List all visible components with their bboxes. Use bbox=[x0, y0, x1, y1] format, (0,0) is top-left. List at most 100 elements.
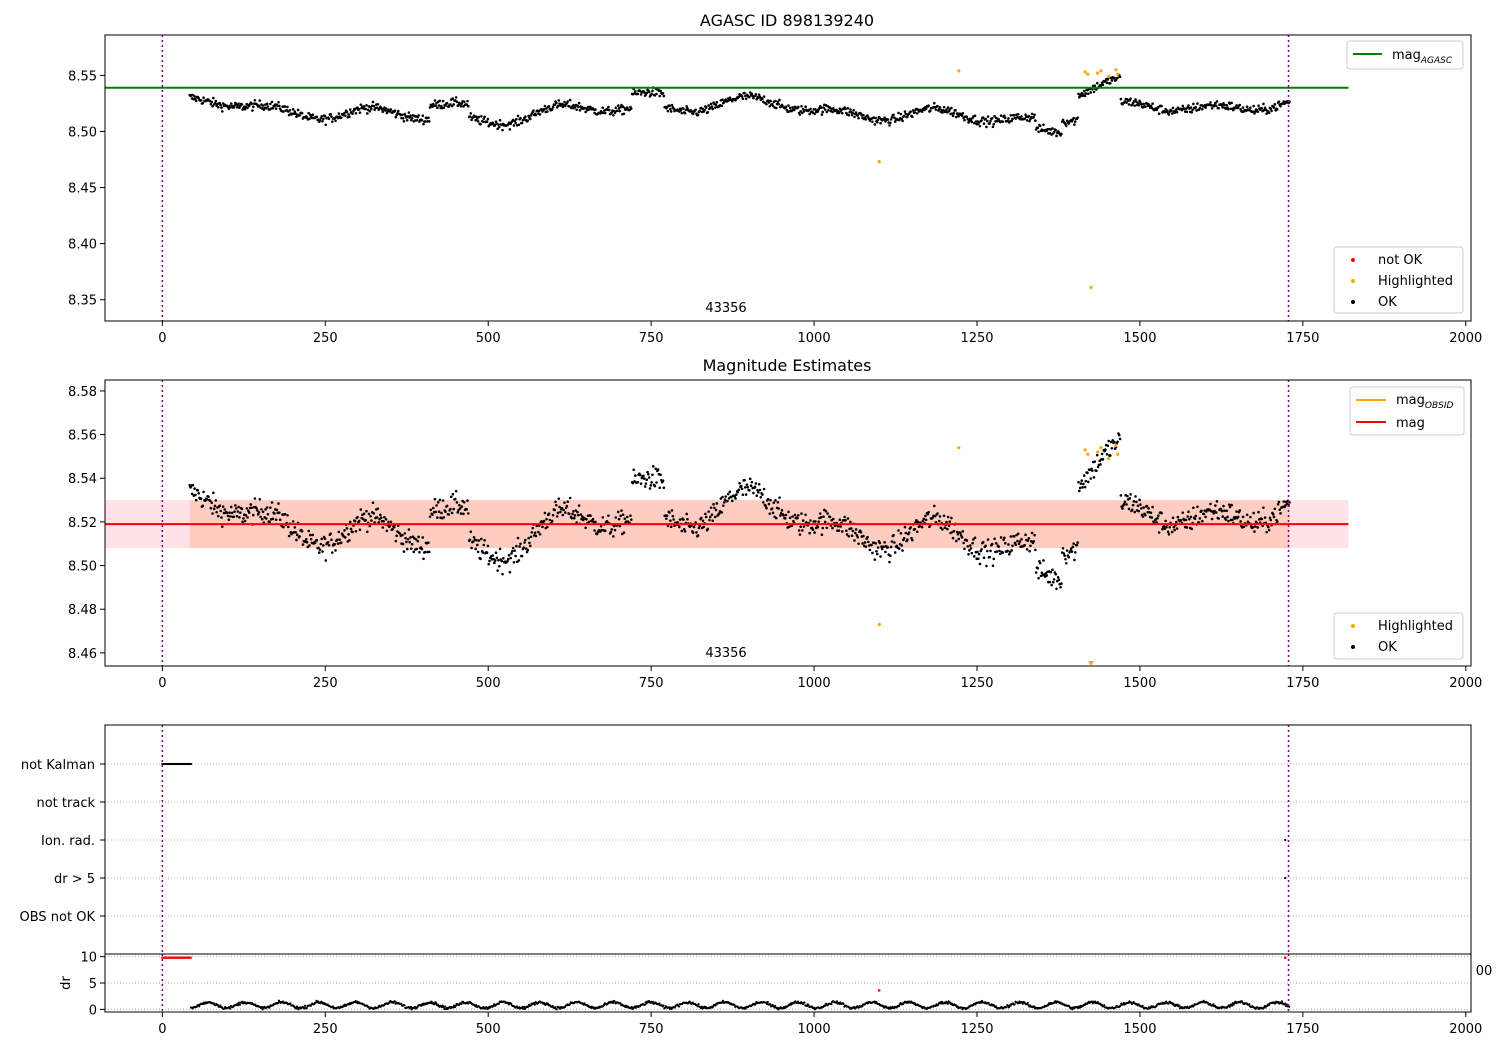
ok-point bbox=[1038, 124, 1042, 128]
dr-ok-point bbox=[946, 1002, 949, 1005]
ok-point bbox=[354, 529, 358, 533]
dr-ok-point bbox=[673, 1006, 677, 1009]
ok-point bbox=[981, 116, 985, 119]
dr-ok-point bbox=[237, 1004, 240, 1007]
ok-point bbox=[1011, 117, 1014, 121]
ok-point bbox=[778, 98, 781, 102]
ok-point bbox=[440, 511, 443, 515]
ok-point bbox=[353, 519, 357, 523]
ok-point bbox=[972, 538, 975, 541]
ok-point bbox=[568, 98, 572, 102]
ok-point bbox=[1055, 134, 1058, 138]
ok-point bbox=[389, 520, 393, 524]
ok-point bbox=[1236, 515, 1240, 519]
ok-point bbox=[793, 513, 797, 517]
ok-point bbox=[1029, 544, 1032, 548]
ok-point bbox=[320, 114, 323, 118]
ok-point bbox=[501, 128, 504, 132]
ok-point bbox=[414, 538, 418, 541]
ok-point bbox=[566, 100, 570, 103]
dr-ok-point bbox=[619, 1002, 622, 1005]
dr-ok-point bbox=[697, 1003, 700, 1006]
ok-point bbox=[724, 495, 728, 498]
ok-point bbox=[723, 498, 727, 501]
ok-point bbox=[744, 493, 748, 496]
ok-point bbox=[1080, 479, 1084, 482]
ok-point bbox=[322, 544, 325, 547]
ok-point bbox=[875, 120, 879, 124]
ok-point bbox=[212, 96, 215, 100]
ok-point bbox=[767, 101, 771, 104]
ok-point bbox=[947, 524, 951, 528]
ok-point bbox=[1165, 109, 1169, 112]
ok-point bbox=[577, 105, 580, 109]
ok-point bbox=[1020, 537, 1023, 541]
ok-point bbox=[612, 535, 615, 538]
ok-point bbox=[447, 513, 451, 516]
ok-point bbox=[523, 541, 526, 544]
ok-point bbox=[442, 106, 446, 110]
ok-point bbox=[270, 501, 274, 504]
ok-point bbox=[219, 509, 222, 513]
magnitude-line-legend: magOBSID mag bbox=[1349, 386, 1465, 436]
ok-point bbox=[362, 105, 366, 108]
ok-point bbox=[301, 543, 305, 546]
ok-point bbox=[1113, 76, 1116, 80]
ok-point bbox=[994, 542, 998, 545]
ok-point bbox=[1225, 103, 1229, 107]
ok-point bbox=[319, 542, 323, 546]
ok-point bbox=[275, 508, 279, 512]
ok-point bbox=[375, 516, 379, 519]
ok-point bbox=[257, 511, 261, 514]
ok-point bbox=[293, 526, 297, 529]
ok-point bbox=[668, 511, 671, 514]
ok-point bbox=[765, 102, 768, 106]
ok-point bbox=[670, 103, 674, 107]
magnitude-points bbox=[188, 432, 1291, 666]
ok-point bbox=[911, 115, 914, 119]
ok-point bbox=[1196, 102, 1199, 105]
ok-point bbox=[787, 510, 790, 514]
ok-point bbox=[211, 104, 214, 108]
ok-point bbox=[713, 106, 717, 109]
ok-point bbox=[251, 109, 254, 112]
ok-point bbox=[330, 538, 333, 542]
ok-point bbox=[1076, 116, 1079, 120]
ok-point bbox=[995, 550, 999, 553]
ok-point bbox=[613, 528, 617, 532]
ok-point bbox=[1007, 552, 1011, 556]
ok-point bbox=[662, 94, 666, 98]
ok-point bbox=[357, 519, 361, 523]
ok-point bbox=[512, 124, 516, 127]
ok-point bbox=[1276, 503, 1280, 506]
dr-ok-point bbox=[289, 1002, 292, 1005]
ok-point bbox=[1116, 76, 1119, 80]
ok-point bbox=[936, 104, 939, 108]
ok-point bbox=[509, 556, 512, 560]
ok-point bbox=[336, 116, 340, 120]
ok-point bbox=[385, 111, 389, 115]
ok-point bbox=[837, 529, 841, 532]
ok-point bbox=[750, 480, 754, 484]
ok-point bbox=[1136, 101, 1140, 105]
ok-point bbox=[936, 512, 939, 515]
ok-point bbox=[266, 105, 270, 108]
ok-point bbox=[634, 474, 637, 477]
ok-point bbox=[1057, 578, 1061, 582]
dr-not-ok-point bbox=[1283, 956, 1287, 959]
ok-point bbox=[407, 111, 411, 114]
magnitude-legend-label-mag-obsid: magOBSID bbox=[1396, 393, 1454, 411]
ok-point bbox=[647, 472, 650, 476]
ok-point bbox=[1055, 587, 1058, 591]
ok-point bbox=[431, 513, 434, 516]
ok-point bbox=[300, 111, 304, 115]
ok-point bbox=[497, 123, 500, 126]
ok-point bbox=[694, 108, 697, 112]
ok-point bbox=[1032, 115, 1035, 119]
ok-point bbox=[334, 119, 337, 123]
ok-point bbox=[801, 111, 804, 115]
ok-point bbox=[513, 549, 517, 552]
ok-point bbox=[243, 107, 247, 111]
ok-point bbox=[320, 537, 323, 541]
ok-point bbox=[577, 513, 580, 517]
